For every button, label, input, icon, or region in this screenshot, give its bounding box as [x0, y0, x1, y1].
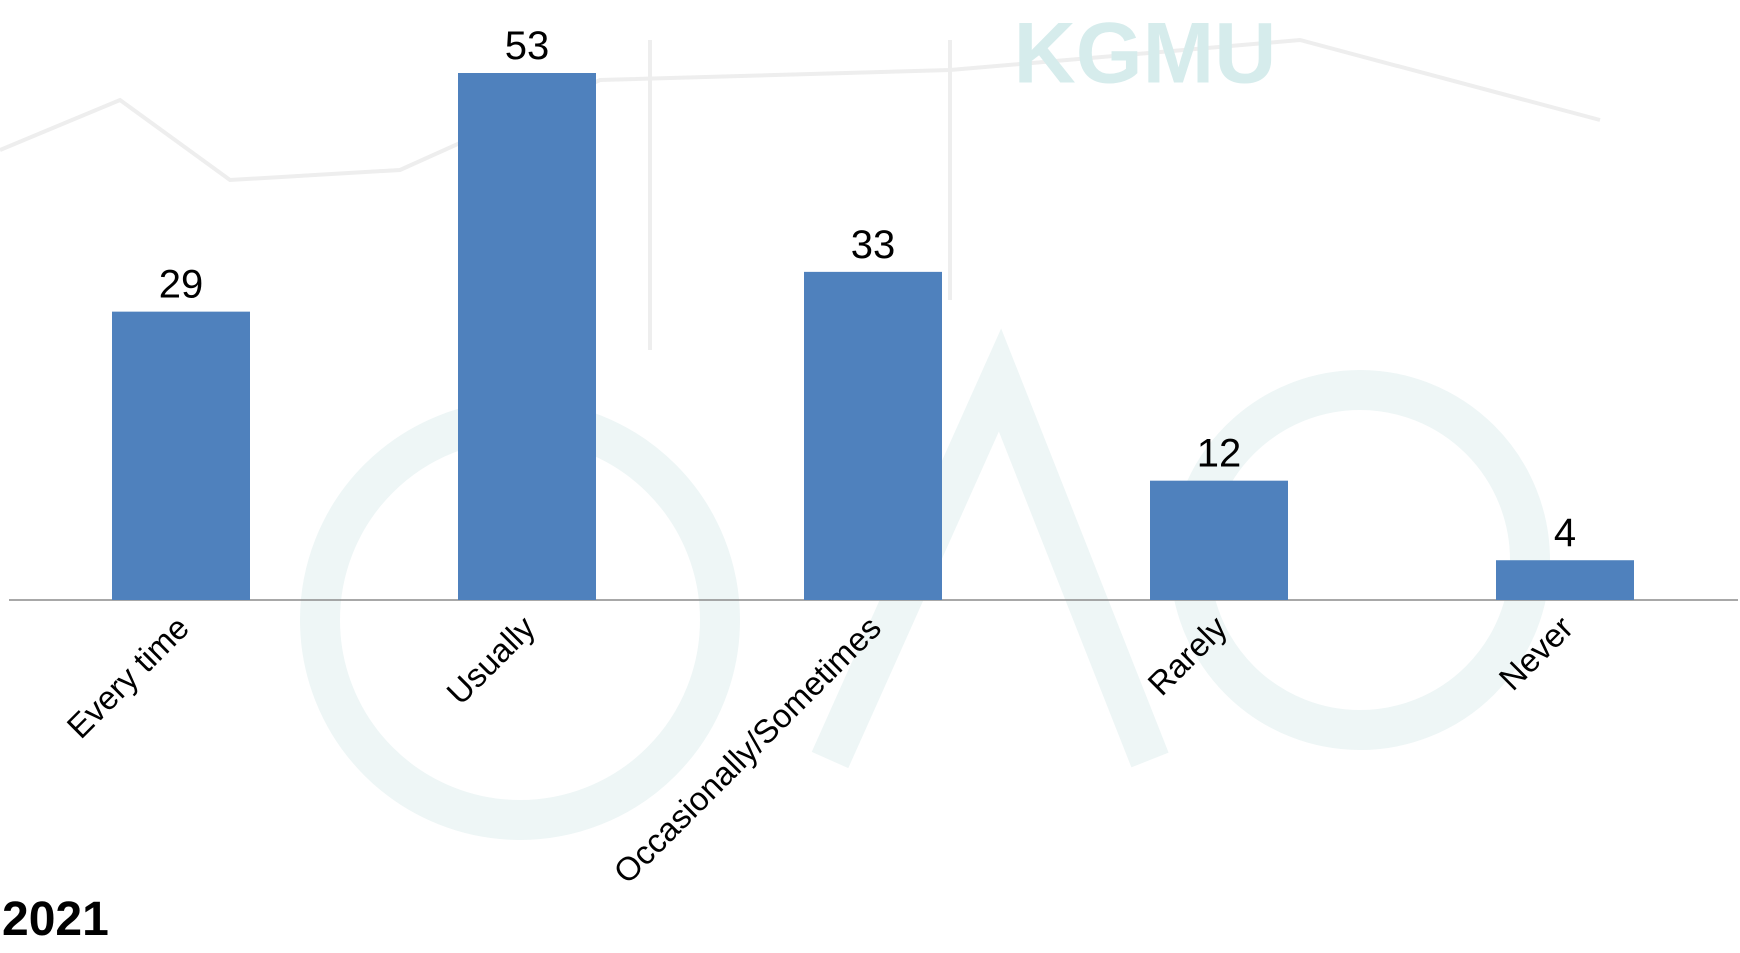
- data-label: 12: [1197, 432, 1242, 476]
- watermark: KGMU: [1014, 6, 1277, 102]
- data-label: 33: [851, 223, 896, 267]
- bar: [1150, 480, 1288, 600]
- annotation: 2021: [2, 893, 109, 946]
- bar: [458, 73, 596, 600]
- bar: [1496, 560, 1634, 600]
- data-label: 53: [505, 24, 550, 68]
- x-tick-label: Every time: [60, 609, 196, 745]
- data-label: 29: [159, 263, 204, 307]
- x-tick-label: Usually: [439, 608, 542, 711]
- bar: [112, 311, 250, 600]
- bar: [804, 271, 942, 600]
- data-label: 4: [1554, 511, 1576, 555]
